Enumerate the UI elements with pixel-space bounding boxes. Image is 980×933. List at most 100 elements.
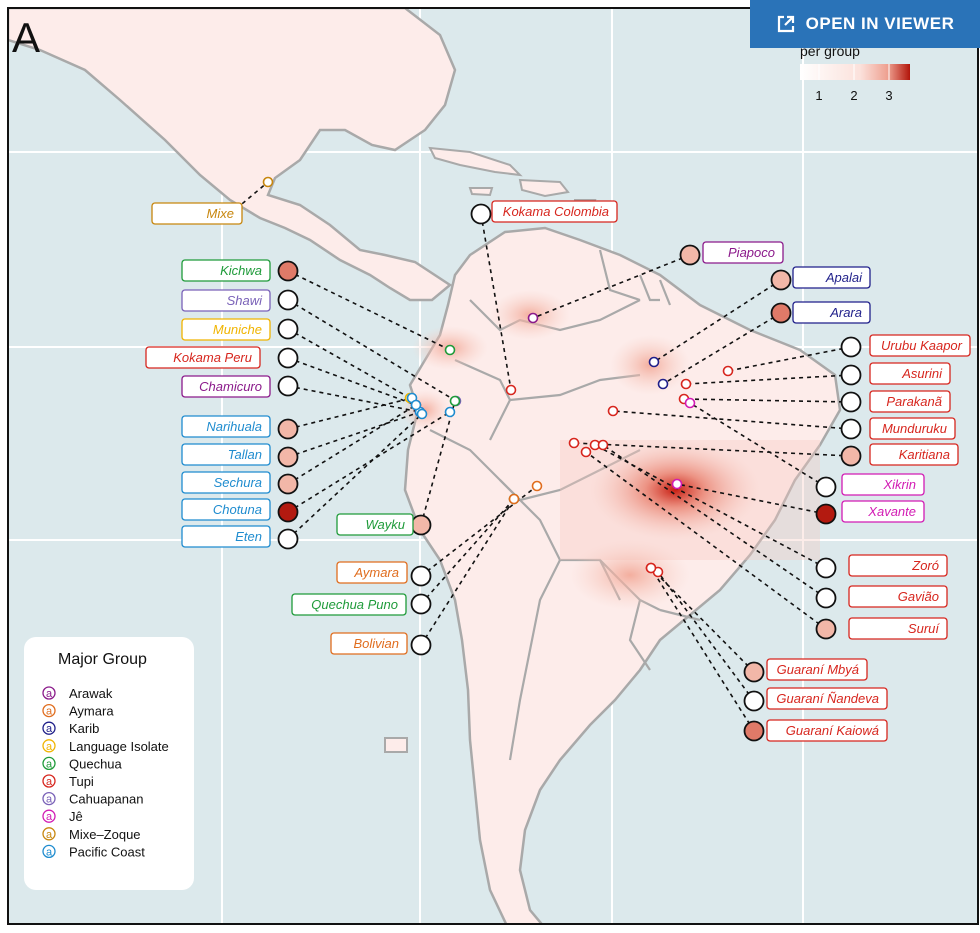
group-label-karitiana: Karitiana: [899, 447, 950, 462]
legend-symbol: a: [46, 706, 53, 718]
leader-line-karitiana: [573, 442, 852, 457]
group-label-gavi-o: Gavião: [898, 589, 939, 604]
group-label-kokama-peru: Kokama Peru: [173, 350, 252, 365]
label-box-eten: [181, 525, 271, 548]
group-label-bolivian: Bolivian: [353, 636, 399, 651]
leader-line-eten: [287, 413, 423, 540]
legend-label-quechua: Quechua: [69, 756, 123, 771]
site-marker-xikrin: [684, 397, 696, 409]
label-box-kokama-peru: [145, 346, 261, 369]
legend-label-pacific-coast: Pacific Coast: [69, 844, 145, 859]
label-box-quechua-puno: [291, 593, 407, 616]
group-label-xikrin: Xikrin: [882, 477, 916, 492]
site-marker-xavante: [671, 478, 683, 490]
group-circle-sechura[interactable]: [277, 473, 299, 495]
group-circle-karitiana[interactable]: [840, 445, 862, 467]
scale-tick-label: 1: [815, 88, 822, 103]
group-circle-kokama-peru[interactable]: [277, 347, 299, 369]
label-box-shawi: [181, 289, 271, 312]
label-box-mixe: [151, 202, 243, 225]
group-circle-wayku[interactable]: [410, 514, 432, 536]
legend-symbol: a: [46, 776, 53, 788]
group-circle-guaran-kaiow[interactable]: [743, 720, 765, 742]
label-box-chotuna: [181, 498, 271, 521]
site-marker-urubu-kaapor: [722, 365, 734, 377]
group-circle-guaran-mby[interactable]: [743, 661, 765, 683]
group-circle-piapoco[interactable]: [679, 244, 701, 266]
group-circle-quechua-puno[interactable]: [410, 593, 432, 615]
group-circle-munduruku[interactable]: [840, 418, 862, 440]
group-circle-eten[interactable]: [277, 528, 299, 550]
group-circle-bolivian[interactable]: [410, 634, 432, 656]
legend-symbol: a: [46, 829, 53, 841]
north-america-landmass: [8, 8, 457, 302]
group-circle-arara[interactable]: [770, 302, 792, 324]
legend-label-language-isolate: Language Isolate: [69, 739, 169, 754]
leader-line-arara: [662, 312, 782, 385]
group-circle-zor[interactable]: [815, 557, 837, 579]
legend-key-pacific-coast: [42, 844, 56, 859]
legend-key-language-isolate: [42, 739, 56, 753]
group-circle-chotuna[interactable]: [277, 501, 299, 523]
leader-line-suru: [585, 451, 827, 630]
label-box-gavi-o: [848, 585, 948, 608]
leader-line-apalai: [653, 279, 782, 363]
leader-line-asurini: [685, 374, 852, 385]
leader-line-bolivian: [420, 498, 515, 646]
site-marker-eten: [416, 408, 428, 420]
group-circle-gavi-o[interactable]: [815, 587, 837, 609]
group-circle-tallan[interactable]: [277, 446, 299, 468]
group-circle-shawi[interactable]: [277, 289, 299, 311]
leader-line-xavante: [676, 483, 827, 515]
group-circles: [219, 203, 862, 742]
group-circle-narihuala[interactable]: [277, 418, 299, 440]
label-box-narihuala: [181, 415, 271, 438]
group-circle-suru[interactable]: [815, 618, 837, 640]
group-circle-kokama-colombia[interactable]: [470, 203, 492, 225]
legend-key-karib: [42, 721, 56, 735]
legend-key-arawak: [42, 686, 56, 700]
label-box-karitiana: [869, 443, 959, 466]
group-circle-urubu-kaapor[interactable]: [840, 336, 862, 358]
label-box-urubu-kaapor: [869, 334, 971, 357]
hispaniola-island: [518, 178, 570, 198]
site-marker-karitiana: [568, 437, 580, 449]
legend-label-aymara: Aymara: [69, 704, 114, 719]
legend-label-karib: Karib: [69, 721, 99, 736]
group-circle-muniche[interactable]: [277, 318, 299, 340]
group-label-kichwa: Kichwa: [220, 263, 262, 278]
group-circle-apalai[interactable]: [770, 269, 792, 291]
label-box-tallan: [181, 443, 271, 466]
group-circle-guaran-andeva[interactable]: [743, 690, 765, 712]
group-circle-chamicuro[interactable]: [277, 375, 299, 397]
group-label-wayku: Wayku: [366, 517, 406, 532]
group-label-chamicuro: Chamicuro: [199, 379, 262, 394]
group-label-guaran-andeva: Guaraní Ñandeva: [776, 691, 879, 706]
site-marker-piapoco: [527, 312, 539, 324]
panel-label: A: [12, 14, 40, 61]
group-labels: Mixe Kokama Colombia Piapoco Kichwa Apalai Sh…: [145, 200, 971, 742]
group-label-quechua-puno: Quechua Puno: [311, 597, 398, 612]
site-markers: [262, 176, 734, 578]
group-circle-asurini[interactable]: [840, 364, 862, 386]
label-box-apalai: [792, 266, 871, 289]
leader-line-chamicuro: [287, 385, 421, 413]
group-circle-parakan[interactable]: [840, 391, 862, 413]
group-label-arara: Arara: [829, 305, 862, 320]
legend-symbol: a: [46, 811, 53, 823]
group-circle-kichwa[interactable]: [277, 260, 299, 282]
open-in-viewer-button[interactable]: OPEN IN VIEWER: [750, 0, 980, 48]
site-marker-arara: [657, 378, 669, 390]
leader-line-guaran-andeva: [657, 571, 755, 702]
legend-symbol: a: [46, 723, 53, 735]
group-circle-xikrin[interactable]: [815, 476, 837, 498]
group-circle-xavante[interactable]: [815, 503, 837, 525]
legend-box: [24, 637, 194, 890]
site-marker-gavi-o: [597, 439, 609, 451]
legend-label-tupi: Tupi: [69, 774, 94, 789]
group-circle-aymara[interactable]: [410, 565, 432, 587]
leader-line-narihuala: [287, 397, 413, 430]
site-marker-aymara: [531, 480, 543, 492]
label-box-suru: [848, 617, 948, 640]
